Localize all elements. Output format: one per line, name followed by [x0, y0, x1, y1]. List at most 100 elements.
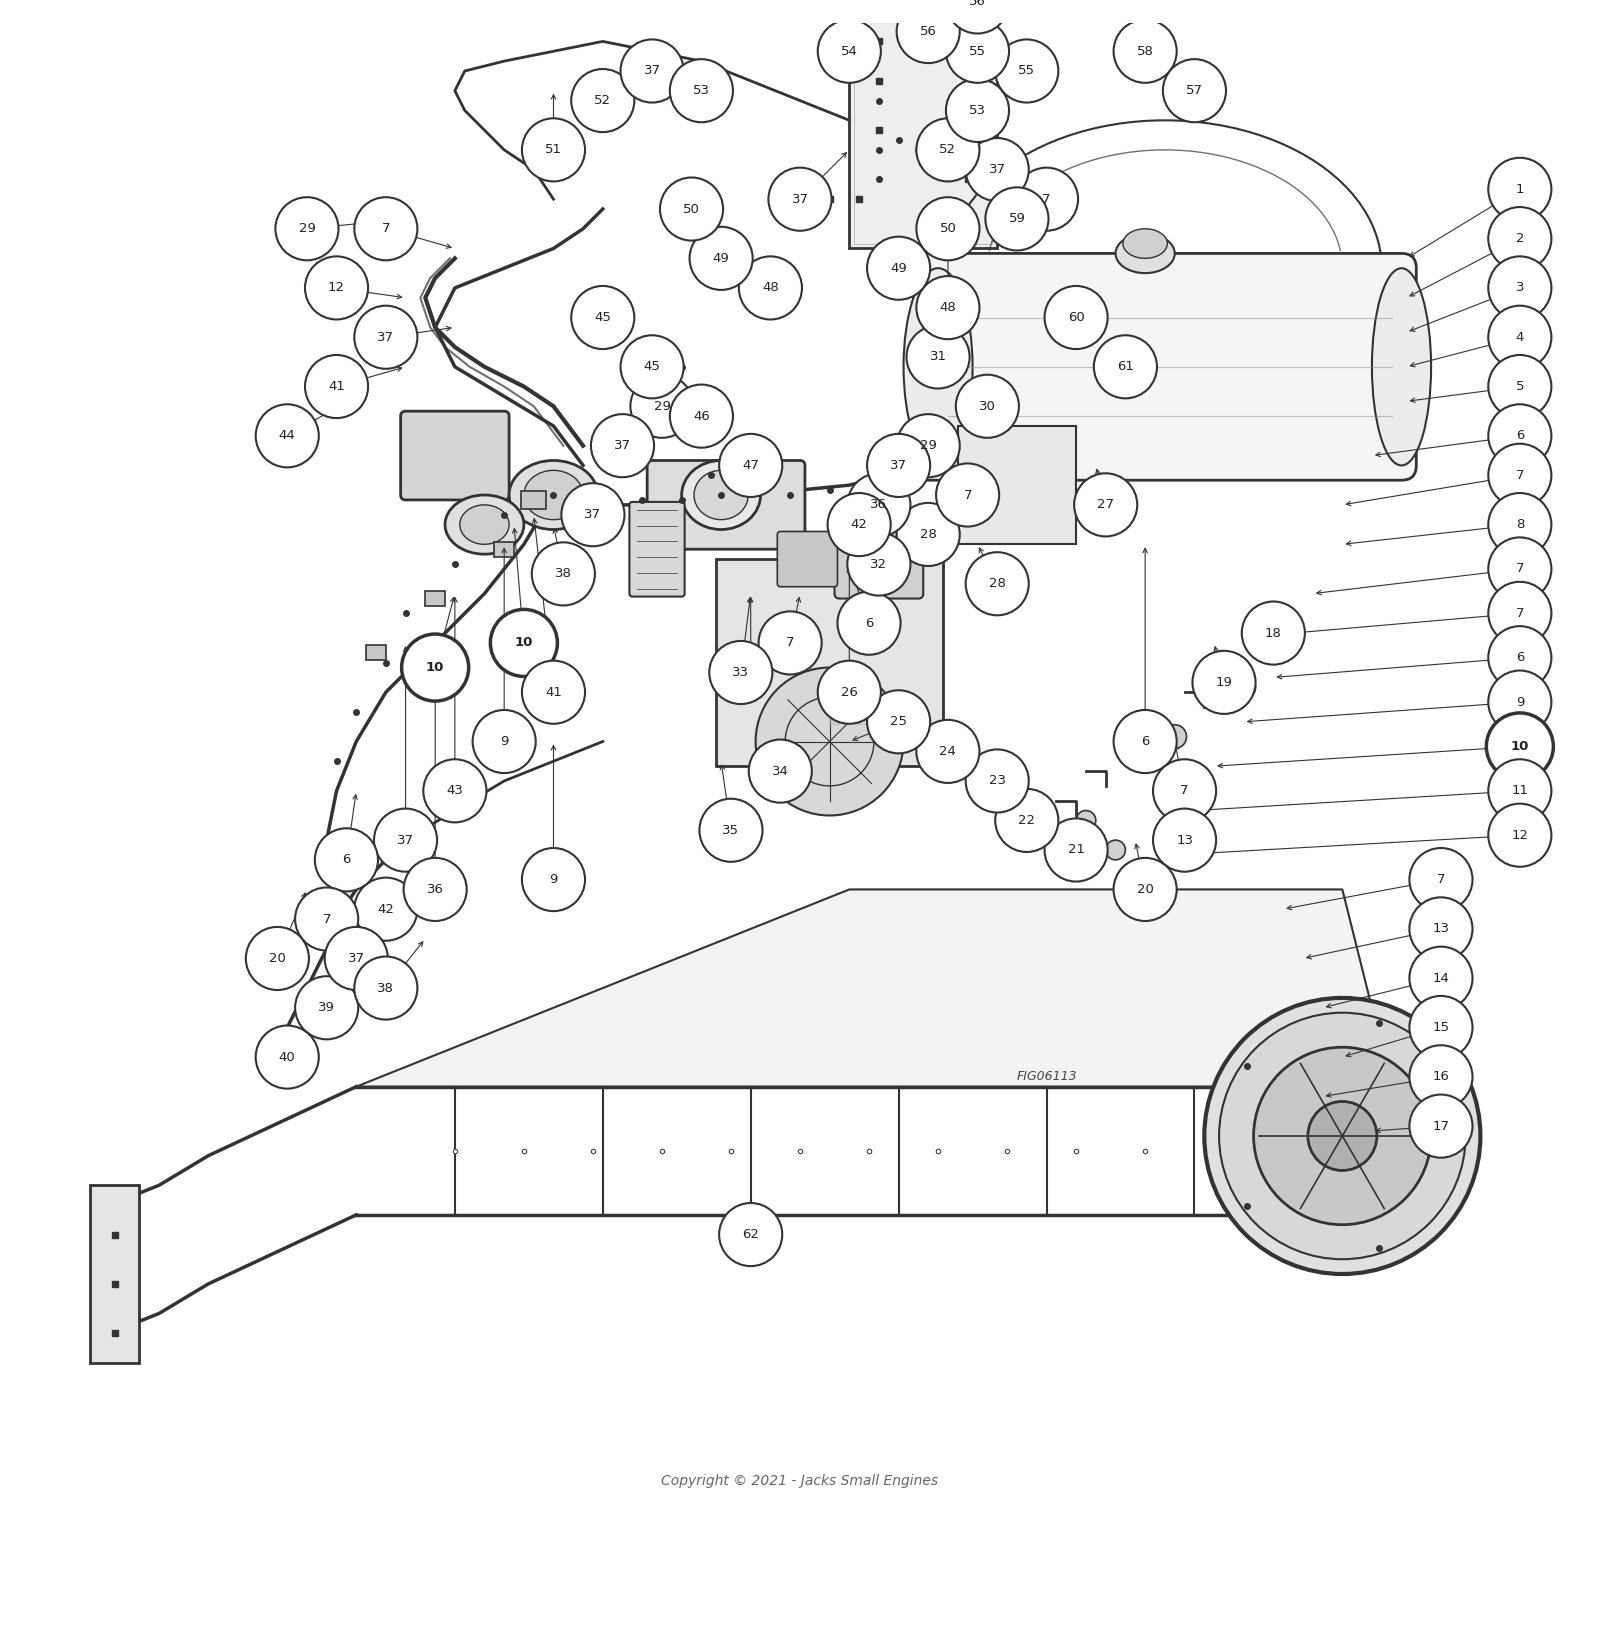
Circle shape [571, 68, 634, 132]
Text: 29: 29 [653, 399, 670, 412]
Text: JACKS
SMALL
ENGINES: JACKS SMALL ENGINES [829, 697, 870, 727]
Circle shape [1488, 256, 1552, 319]
FancyBboxPatch shape [400, 411, 509, 500]
Circle shape [1488, 158, 1552, 222]
Text: 58: 58 [1136, 44, 1154, 57]
Text: 10: 10 [426, 661, 445, 674]
Text: 28: 28 [920, 528, 936, 541]
Circle shape [531, 542, 595, 606]
Circle shape [1488, 443, 1552, 507]
Text: 13: 13 [1176, 834, 1194, 847]
Circle shape [306, 256, 368, 319]
Text: 12: 12 [328, 282, 346, 295]
Ellipse shape [755, 668, 904, 816]
Text: 14: 14 [1432, 971, 1450, 984]
Text: 20: 20 [1136, 883, 1154, 896]
Circle shape [986, 187, 1048, 251]
Circle shape [917, 720, 979, 784]
Ellipse shape [1182, 828, 1206, 852]
Text: 10: 10 [1510, 740, 1530, 753]
FancyBboxPatch shape [717, 559, 942, 766]
Circle shape [758, 611, 822, 674]
Text: 49: 49 [712, 252, 730, 266]
Circle shape [1114, 710, 1176, 774]
Text: 37: 37 [347, 951, 365, 964]
Text: 7: 7 [323, 912, 331, 925]
Circle shape [1410, 1046, 1472, 1108]
Circle shape [936, 463, 998, 526]
Text: 46: 46 [693, 409, 710, 422]
Ellipse shape [1115, 233, 1174, 274]
Circle shape [818, 20, 882, 83]
Polygon shape [357, 889, 1392, 1087]
Text: 44: 44 [278, 430, 296, 443]
Circle shape [1488, 803, 1552, 867]
Text: 37: 37 [890, 459, 907, 472]
Ellipse shape [523, 471, 582, 520]
Circle shape [1410, 849, 1472, 911]
Circle shape [402, 634, 469, 700]
Circle shape [1488, 355, 1552, 419]
Circle shape [472, 710, 536, 774]
Text: 53: 53 [693, 85, 710, 98]
Circle shape [1488, 538, 1552, 601]
Circle shape [896, 414, 960, 477]
Ellipse shape [1205, 999, 1480, 1274]
Circle shape [1410, 898, 1472, 961]
Text: 52: 52 [594, 94, 611, 108]
Text: 38: 38 [555, 567, 571, 580]
Text: 57: 57 [1186, 85, 1203, 98]
Circle shape [1154, 808, 1216, 872]
Text: 55: 55 [970, 44, 986, 57]
Circle shape [571, 287, 634, 349]
Text: 42: 42 [378, 902, 394, 915]
Circle shape [768, 168, 832, 231]
Circle shape [630, 375, 693, 438]
Ellipse shape [1133, 878, 1157, 901]
Ellipse shape [1259, 619, 1288, 648]
Circle shape [1045, 287, 1107, 349]
Text: 52: 52 [939, 143, 957, 156]
Text: 39: 39 [318, 1002, 334, 1015]
Circle shape [966, 552, 1029, 616]
Text: 30: 30 [979, 399, 995, 412]
Ellipse shape [445, 495, 523, 554]
Circle shape [306, 355, 368, 419]
Text: 10: 10 [515, 637, 533, 650]
Text: 6: 6 [866, 617, 874, 630]
Text: 3: 3 [1515, 282, 1525, 295]
Circle shape [1242, 601, 1306, 665]
Circle shape [670, 384, 733, 448]
Text: 6: 6 [1515, 430, 1525, 443]
Text: 29: 29 [299, 222, 315, 235]
Circle shape [818, 661, 882, 723]
Circle shape [955, 375, 1019, 438]
Circle shape [256, 1026, 318, 1088]
Text: Copyright © 2021 - Jacks Small Engines: Copyright © 2021 - Jacks Small Engines [661, 1474, 939, 1487]
Circle shape [246, 927, 309, 990]
Text: 41: 41 [546, 686, 562, 699]
Text: 7: 7 [1515, 469, 1525, 482]
Circle shape [749, 740, 811, 803]
Text: 9: 9 [499, 735, 509, 748]
Circle shape [1014, 168, 1078, 231]
Circle shape [690, 226, 752, 290]
FancyBboxPatch shape [494, 542, 514, 557]
Circle shape [1488, 494, 1552, 555]
Text: 47: 47 [742, 459, 758, 472]
Text: 55: 55 [1018, 65, 1035, 78]
Text: 37: 37 [989, 163, 1006, 176]
Circle shape [354, 197, 418, 261]
Ellipse shape [1253, 1047, 1430, 1225]
Circle shape [896, 503, 960, 565]
Text: 24: 24 [939, 744, 957, 757]
Circle shape [562, 484, 624, 546]
Ellipse shape [1163, 725, 1187, 748]
Circle shape [1154, 759, 1216, 823]
Text: 13: 13 [1432, 922, 1450, 935]
Circle shape [1114, 858, 1176, 920]
Circle shape [995, 788, 1058, 852]
Circle shape [294, 888, 358, 951]
Text: 61: 61 [1117, 360, 1134, 373]
Circle shape [739, 256, 802, 319]
